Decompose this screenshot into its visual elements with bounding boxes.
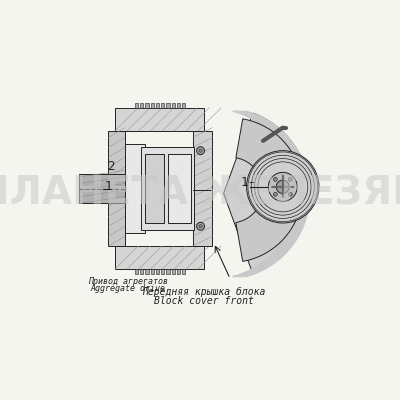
- Bar: [156, 103, 159, 108]
- Text: –: –: [248, 178, 254, 188]
- Bar: [172, 103, 175, 108]
- Text: ПЛАНЕТА ЖЕЛЕЗЯК: ПЛАНЕТА ЖЕЛЕЗЯК: [0, 174, 400, 212]
- Bar: [79, 174, 125, 203]
- Text: 2: 2: [107, 160, 114, 173]
- Circle shape: [197, 222, 204, 230]
- Bar: [145, 154, 164, 223]
- Circle shape: [199, 149, 202, 152]
- Bar: [182, 103, 186, 108]
- Circle shape: [197, 147, 204, 155]
- Bar: [161, 103, 164, 108]
- Bar: [161, 269, 164, 274]
- Circle shape: [273, 178, 277, 181]
- Circle shape: [199, 225, 202, 228]
- Text: 1: 1: [241, 176, 248, 188]
- Bar: [177, 103, 180, 108]
- Circle shape: [276, 180, 289, 194]
- Bar: [156, 269, 159, 274]
- Circle shape: [268, 172, 297, 201]
- Circle shape: [288, 178, 292, 181]
- Bar: [177, 269, 180, 274]
- Bar: [135, 269, 138, 274]
- Wedge shape: [224, 113, 309, 274]
- Bar: [172, 269, 175, 274]
- Text: Aggregate drive: Aggregate drive: [91, 284, 166, 293]
- Bar: [108, 131, 125, 246]
- Text: Передняя крышка блока: Передняя крышка блока: [142, 287, 266, 297]
- Bar: [135, 103, 138, 108]
- Bar: [125, 144, 145, 233]
- Circle shape: [273, 192, 277, 196]
- Text: Привод агрегатов: Привод агрегатов: [88, 277, 168, 286]
- Bar: [145, 103, 148, 108]
- Bar: [168, 154, 191, 223]
- Circle shape: [247, 151, 319, 223]
- Bar: [150, 103, 154, 108]
- Bar: [193, 131, 212, 246]
- Bar: [115, 108, 204, 131]
- Bar: [166, 269, 170, 274]
- Bar: [150, 269, 154, 274]
- Bar: [166, 103, 170, 108]
- Bar: [140, 269, 143, 274]
- Bar: [182, 269, 186, 274]
- Text: 1: 1: [105, 180, 112, 193]
- Text: Block cover front: Block cover front: [154, 296, 254, 306]
- Bar: [115, 246, 204, 269]
- Bar: [140, 103, 143, 108]
- Bar: [141, 147, 194, 230]
- Polygon shape: [236, 119, 302, 261]
- Bar: [145, 269, 148, 274]
- Circle shape: [288, 192, 292, 196]
